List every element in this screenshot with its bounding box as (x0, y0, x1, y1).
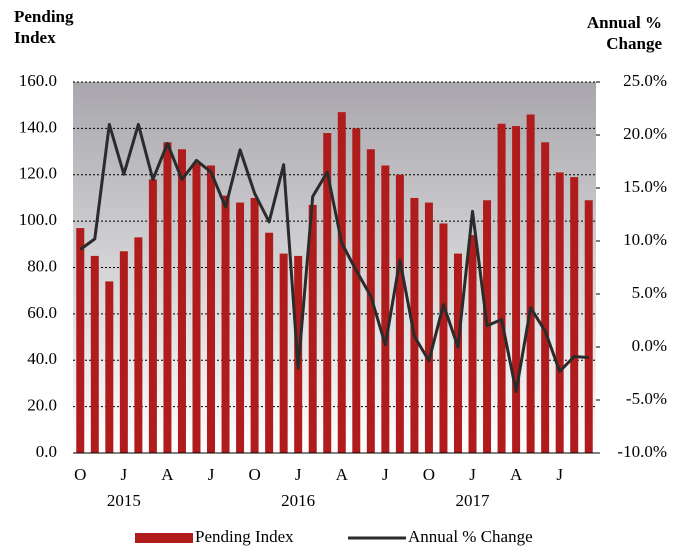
bar (439, 223, 448, 453)
bar (512, 126, 521, 454)
bar (308, 204, 317, 453)
y2-tick-label: -5.0% (626, 389, 667, 408)
y-tick-label: 60.0 (27, 303, 57, 322)
bar (105, 281, 114, 453)
bar (526, 114, 535, 454)
y2-tick-label: 15.0% (623, 177, 667, 196)
bar (381, 165, 390, 453)
y-tick-label: 40.0 (27, 349, 57, 368)
y2-tick-label: 5.0% (632, 283, 667, 302)
y-tick-label: 120.0 (19, 164, 57, 183)
bar (453, 253, 462, 453)
year-label: 2017 (456, 491, 491, 510)
x-tick-label: J (556, 465, 563, 484)
legend-label: Pending Index (195, 527, 294, 546)
bar (352, 128, 361, 453)
y2-tick-label: 0.0% (632, 336, 667, 355)
bar (279, 253, 288, 453)
y2-tick-label: 25.0% (623, 71, 667, 90)
y-tick-label: 80.0 (27, 256, 57, 275)
bar (337, 112, 346, 454)
y2-tick-label: 10.0% (623, 230, 667, 249)
bar (236, 202, 245, 453)
year-label: 2016 (281, 491, 315, 510)
x-tick-label: J (208, 465, 215, 484)
x-tick-label: J (469, 465, 476, 484)
bar (468, 235, 477, 453)
y2-tick-label: 20.0% (623, 124, 667, 143)
bar (192, 163, 201, 453)
bar (323, 133, 332, 453)
x-tick-label: A (336, 465, 349, 484)
y-tick-label: 0.0 (36, 442, 57, 461)
bar (555, 172, 564, 453)
bar (395, 174, 404, 453)
bar (90, 255, 99, 453)
x-tick-label: O (423, 465, 435, 484)
y-axis-title: Pending Index (14, 7, 74, 47)
bar (134, 237, 143, 453)
x-tick-label: J (382, 465, 389, 484)
y-tick-label: 140.0 (19, 117, 57, 136)
bar (177, 149, 186, 453)
bar (250, 197, 259, 453)
x-tick-label: J (121, 465, 128, 484)
legend-swatch (135, 533, 193, 543)
bar (221, 195, 230, 453)
x-tick-label: O (248, 465, 260, 484)
bar (265, 232, 274, 453)
bar (410, 197, 419, 453)
y-tick-label: 100.0 (19, 210, 57, 229)
line-series (79, 122, 589, 394)
year-label: 2015 (107, 491, 141, 510)
y2-tick-label: -10.0% (617, 442, 667, 461)
x-tick-label: A (510, 465, 523, 484)
y-tick-label: 20.0 (27, 396, 57, 415)
x-tick-label: A (161, 465, 174, 484)
bar (570, 177, 579, 453)
bar (163, 142, 172, 453)
bar (148, 179, 157, 453)
bar (584, 200, 593, 453)
bar (424, 202, 433, 453)
legend-label: Annual % Change (408, 527, 533, 546)
bar (119, 251, 128, 453)
x-tick-label: J (295, 465, 302, 484)
bar (541, 142, 550, 453)
bar (497, 123, 506, 454)
y-tick-label: 160.0 (19, 71, 57, 90)
y2-axis-title: Annual % Change (586, 13, 662, 53)
bar (207, 165, 216, 453)
x-tick-label: O (74, 465, 86, 484)
bar (76, 228, 85, 453)
